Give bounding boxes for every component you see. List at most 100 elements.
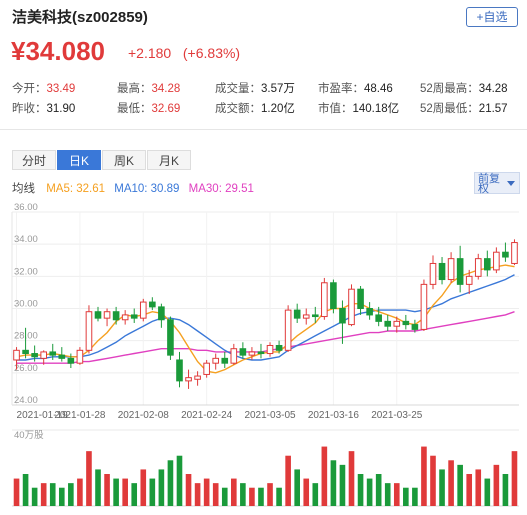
candle-up: [420, 283, 428, 330]
volume-bar: [403, 487, 409, 506]
chevron-down-icon: [507, 181, 515, 186]
volume-bar: [185, 474, 192, 506]
volume-bar: [412, 487, 418, 506]
candle-down: [176, 359, 183, 382]
volume-bar: [294, 469, 300, 506]
stat-value: 34.28: [151, 83, 181, 95]
candle-down: [221, 357, 229, 364]
volume-bar: [312, 483, 319, 506]
volume-bar: [430, 455, 436, 506]
tab-weekly[interactable]: 周K: [102, 150, 146, 170]
volume-bar: [493, 464, 500, 506]
x-tick-label: 2021-01-19: [17, 410, 69, 421]
candle-down: [311, 314, 319, 318]
volume-bar: [40, 483, 47, 506]
candle-down: [357, 288, 364, 309]
candle-up: [212, 357, 220, 364]
stat-item: 52周最低：21.57: [420, 100, 508, 116]
candle-up: [465, 275, 473, 285]
volume-bar: [240, 483, 246, 506]
candle-down: [438, 262, 446, 281]
candle-down: [502, 251, 509, 258]
stat-item: 52周最高：34.28: [420, 80, 508, 96]
x-tick-label: 2021-01-28: [54, 410, 106, 421]
volume-bar: [421, 446, 427, 506]
volume-bar: [68, 483, 74, 506]
price-adjust-label: 前复权: [478, 173, 500, 195]
y-tick-label: 34.00: [14, 234, 38, 245]
candle-down: [67, 357, 75, 364]
volume-bar: [113, 478, 119, 506]
volume-bar: [466, 474, 473, 506]
divider: [0, 129, 527, 130]
x-tick-label: 2021-03-05: [244, 410, 296, 421]
tab-monthly[interactable]: 月K: [147, 150, 191, 170]
y-tick-label: 32.00: [14, 266, 38, 277]
ma5-line: [16, 264, 515, 374]
stat-item: 最高：34.28: [117, 80, 180, 96]
candle-up: [393, 320, 401, 327]
stat-value: 48.46: [364, 83, 393, 95]
stat-value: 21.57: [478, 103, 508, 115]
candle-up: [203, 362, 210, 375]
stat-item: 成交量：3.57万: [215, 80, 295, 96]
kline-chart[interactable]: 36.0034.0032.0030.0028.0026.0024.002021-…: [0, 200, 527, 515]
volume-bar: [194, 483, 201, 506]
tab-daily[interactable]: 日K: [57, 150, 101, 170]
volume-bar: [484, 478, 491, 506]
stat-item: 昨收：31.90: [12, 100, 75, 116]
volume-bar: [357, 474, 364, 506]
volume-bar: [140, 469, 147, 506]
volume-bar: [13, 478, 20, 506]
volume-bar: [439, 469, 445, 506]
stat-label: 52周最低：: [420, 103, 479, 115]
candle-down: [22, 349, 29, 355]
volume-bar: [158, 469, 165, 506]
volume-bar: [22, 474, 29, 506]
candle-up: [447, 258, 455, 281]
x-tick-label: 2021-03-25: [371, 410, 423, 421]
candle-up: [284, 309, 292, 351]
stat-label: 市值：: [318, 103, 353, 115]
y-tick-label: 30.00: [14, 299, 38, 310]
volume-bar: [267, 483, 273, 506]
stat-value: 1.20亿: [261, 103, 295, 115]
candle-up: [266, 344, 274, 355]
volume-bar: [149, 478, 156, 506]
x-tick-label: 2021-02-24: [181, 410, 233, 421]
stat-label: 52周最高：: [420, 83, 479, 95]
volume-bar: [104, 474, 110, 506]
candle-up: [429, 262, 437, 285]
candle-down: [384, 320, 392, 327]
volume-bar: [303, 478, 310, 506]
candle-down: [239, 348, 247, 356]
candle-up: [194, 375, 201, 380]
candle-up: [85, 311, 93, 351]
tab-minute[interactable]: 分时: [12, 150, 56, 170]
volume-bar: [366, 478, 373, 506]
candle-down: [456, 258, 464, 285]
stat-value: 140.18亿: [352, 103, 400, 115]
volume-bar: [58, 487, 65, 506]
candle-down: [158, 306, 165, 321]
volume-bar: [276, 487, 282, 506]
stat-item: 成交额：1.20亿: [215, 100, 295, 116]
volume-bar: [221, 487, 228, 506]
candle-down: [484, 258, 491, 271]
ma-legend: 均线 MA5: 32.61 MA10: 30.89 MA30: 29.51: [12, 180, 254, 196]
volume-bar: [176, 455, 183, 506]
candle-down: [112, 311, 120, 321]
candle-up: [230, 348, 238, 364]
stat-label: 最高：: [117, 83, 152, 95]
x-tick-label: 2021-03-16: [308, 410, 360, 421]
ma30-legend: MA30: 29.51: [188, 183, 254, 195]
change-percent: (+6.83%): [182, 45, 241, 61]
volume-bar: [339, 464, 346, 506]
stat-item: 市盈率：48.46: [318, 80, 393, 96]
candle-up: [185, 377, 192, 382]
ma5-legend: MA5: 32.61: [46, 183, 106, 195]
candle-up: [103, 311, 111, 319]
candle-up: [321, 282, 328, 318]
price-adjust-dropdown[interactable]: 前复权: [474, 172, 520, 195]
add-watchlist-button[interactable]: +自选: [466, 7, 518, 27]
